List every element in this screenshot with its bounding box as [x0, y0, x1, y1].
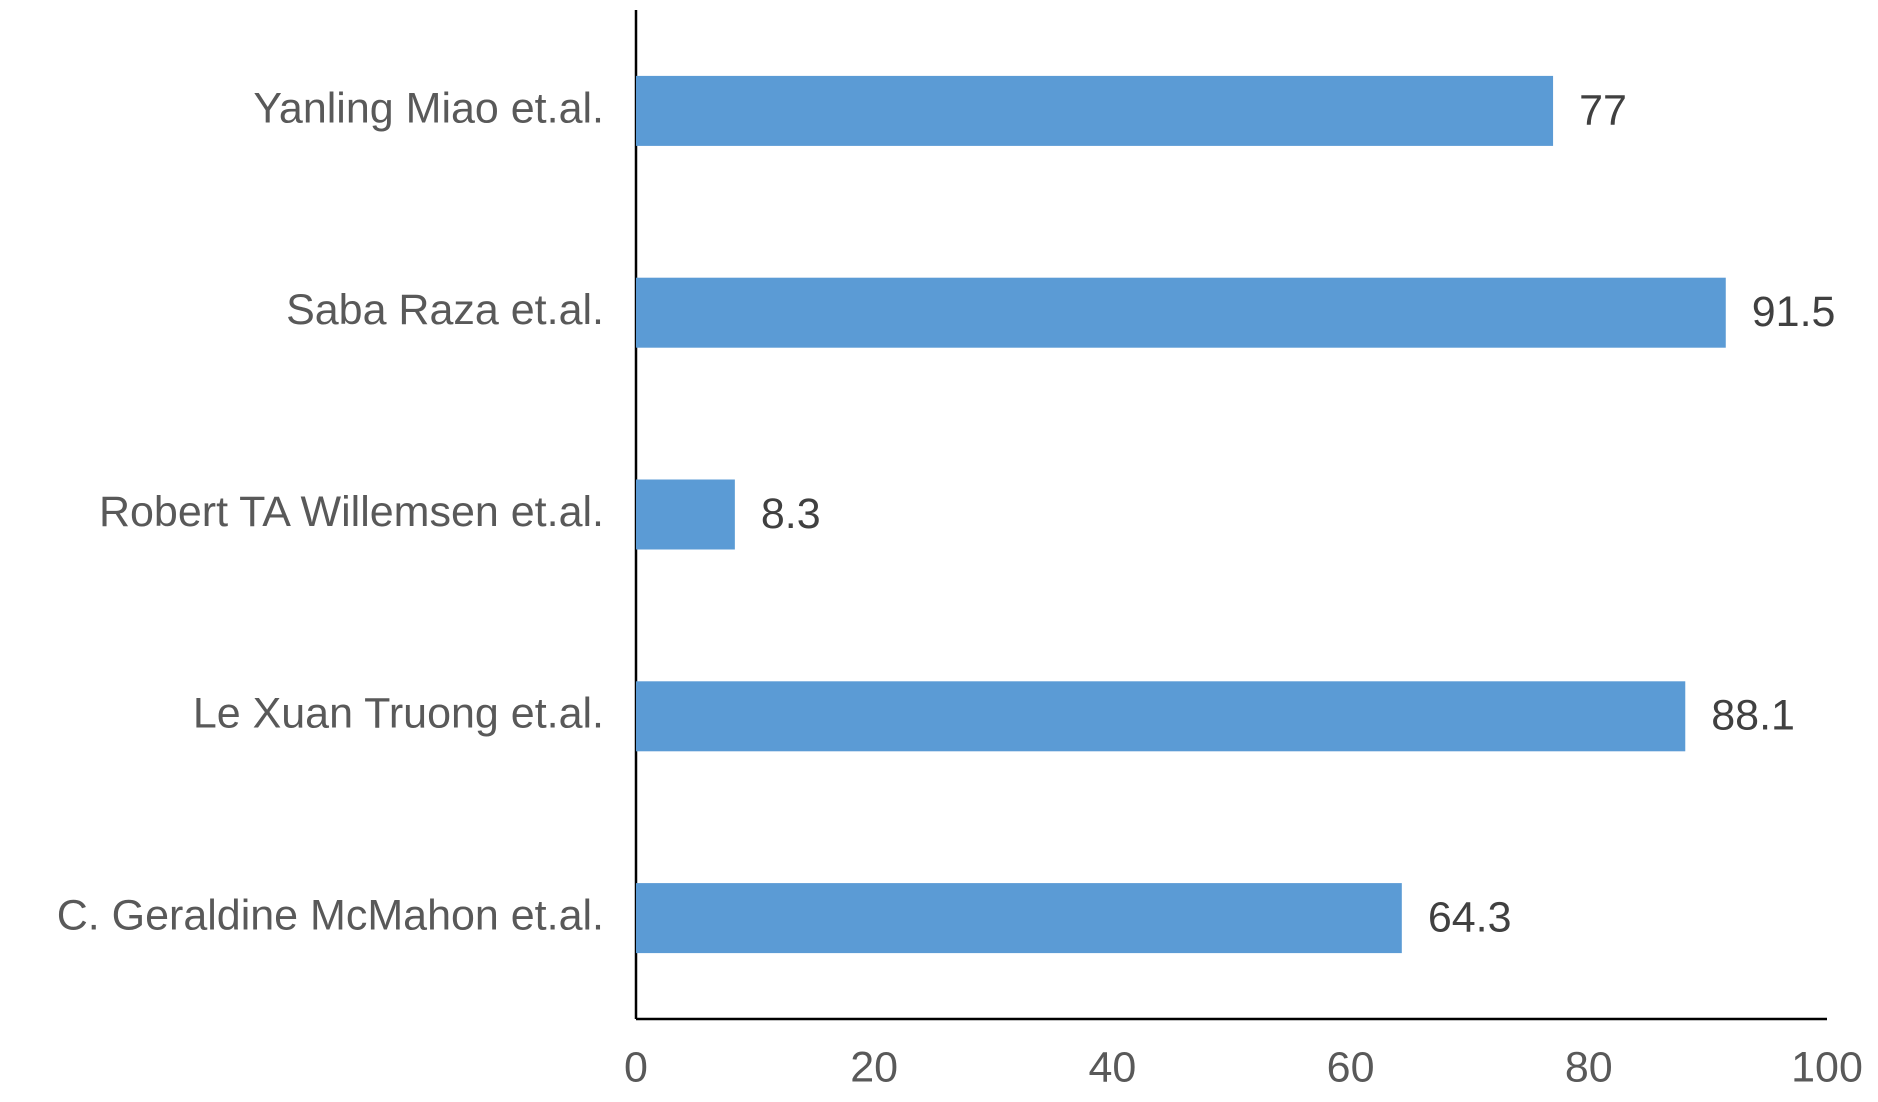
x-tick-label: 80: [1565, 1043, 1613, 1091]
bar: [636, 277, 1726, 348]
data-label: 77: [1579, 86, 1627, 134]
y-tick-label: Saba Raza et.al.: [286, 286, 604, 334]
bar: [636, 883, 1402, 954]
bar: [636, 681, 1686, 752]
y-tick-label: C. Geraldine McMahon et.al.: [57, 891, 604, 939]
data-label: 88.1: [1711, 692, 1795, 740]
x-tick-label: 0: [624, 1043, 648, 1091]
y-tick-label: Robert TA Willemsen et.al.: [99, 488, 604, 536]
data-label: 64.3: [1428, 893, 1512, 941]
x-tick-label: 40: [1088, 1043, 1136, 1091]
x-tick-label: 20: [850, 1043, 898, 1091]
data-label: 8.3: [761, 490, 821, 538]
y-tick-label: Le Xuan Truong et.al.: [193, 690, 604, 738]
bar: [636, 479, 735, 550]
data-label: 91.5: [1752, 288, 1836, 336]
x-tick-label: 100: [1791, 1043, 1863, 1091]
bar: [636, 75, 1554, 146]
x-tick-label: 60: [1327, 1043, 1375, 1091]
y-tick-label: Yanling Miao et.al.: [253, 84, 604, 132]
